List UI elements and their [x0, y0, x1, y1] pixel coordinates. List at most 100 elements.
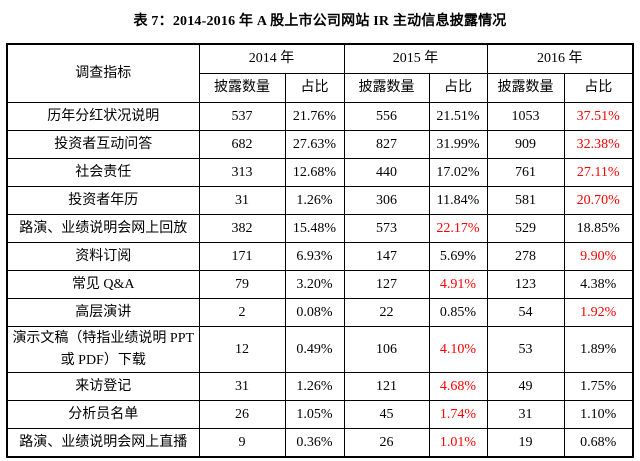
cell-2015-share: 1.74% — [428, 400, 488, 430]
row-label: 资料订阅 — [6, 242, 200, 271]
cell-2014-count: 382 — [198, 214, 286, 243]
table-row: 历年分红状况说明 537 21.76% 556 21.51% 1053 37.51% — [6, 102, 634, 131]
cell-2014-share: 27.63% — [284, 130, 345, 159]
row-label: 高层演讲 — [6, 298, 200, 327]
table-body: 历年分红状况说明 537 21.76% 556 21.51% 1053 37.51% 投资者互… — [6, 102, 634, 458]
cell-2015-count: 573 — [343, 214, 430, 243]
cell-2016-share: 9.90% — [563, 242, 634, 271]
cell-2016-count: 909 — [486, 130, 565, 159]
cell-2015-count: 26 — [343, 428, 430, 458]
cell-2014-count: 31 — [198, 186, 286, 215]
header-row-subcolumns: 披露数量 占比 披露数量 占比 披露数量 占比 — [7, 73, 634, 103]
cell-2015-share: 22.17% — [428, 214, 488, 243]
cell-2016-count: 54 — [486, 298, 565, 327]
cell-2015-count: 106 — [343, 325, 430, 374]
year-header-2014: 2014 年 — [198, 43, 345, 74]
cell-2015-share: 21.51% — [428, 102, 488, 131]
indicator-column-header: 调查指标 — [6, 43, 200, 103]
cell-2014-share: 0.08% — [284, 298, 345, 327]
cell-2014-share: 6.93% — [284, 242, 345, 271]
row-label: 路演、业绩说明会网上直播 — [6, 428, 200, 458]
header-row-years: 调查指标 2014 年 2015 年 2016 年 — [6, 43, 634, 103]
cell-2014-share: 1.26% — [284, 186, 345, 215]
table-row: 演示文稿（特指业绩说明 PPT 或 PDF）下载 12 0.49% 106 4.10% 5… — [6, 325, 634, 374]
row-label: 路演、业绩说明会网上回放 — [6, 214, 200, 243]
row-label: 分析员名单 — [6, 400, 200, 430]
cell-2016-count: 278 — [486, 242, 565, 271]
row-label: 来访登记 — [6, 372, 200, 402]
subheader-2015-share: 占比 — [428, 73, 488, 103]
cell-2016-count: 19 — [486, 428, 565, 458]
cell-2015-share: 4.10% — [428, 325, 488, 374]
cell-2015-count: 45 — [343, 400, 430, 430]
row-label: 社会责任 — [6, 158, 200, 187]
cell-2016-count: 581 — [486, 186, 565, 215]
cell-2016-count: 49 — [486, 372, 565, 402]
subheader-2014-count: 披露数量 — [198, 73, 286, 103]
cell-2016-count: 53 — [486, 325, 565, 374]
row-label: 演示文稿（特指业绩说明 PPT 或 PDF）下载 — [6, 325, 200, 374]
row-label: 投资者互动问答 — [6, 130, 200, 159]
row-label: 投资者年历 — [6, 186, 200, 215]
cell-2015-count: 827 — [343, 130, 430, 159]
cell-2015-share: 31.99% — [428, 130, 488, 159]
cell-2015-count: 147 — [343, 242, 430, 271]
table-row: 投资者年历 31 1.26% 306 11.84% 581 20.70% — [6, 186, 634, 215]
cell-2014-count: 313 — [198, 158, 286, 187]
table-row: 路演、业绩说明会网上直播 9 0.36% 26 1.01% 19 0.68% — [6, 428, 634, 458]
table-row: 常见 Q&A 79 3.20% 127 4.91% 123 4.38% — [6, 270, 634, 299]
cell-2016-share: 32.38% — [563, 130, 634, 159]
cell-2016-share: 18.85% — [563, 214, 634, 243]
cell-2015-count: 440 — [343, 158, 430, 187]
table-row: 资料订阅 171 6.93% 147 5.69% 278 9.90% — [6, 242, 634, 271]
cell-2014-count: 537 — [198, 102, 286, 131]
cell-2014-share: 1.05% — [284, 400, 345, 430]
cell-2014-count: 26 — [198, 400, 286, 430]
subheader-2016-share: 占比 — [563, 73, 634, 103]
cell-2014-count: 171 — [198, 242, 286, 271]
cell-2016-count: 1053 — [486, 102, 565, 131]
table-row: 来访登记 31 1.26% 121 4.68% 49 1.75% — [6, 372, 634, 402]
row-label: 常见 Q&A — [6, 270, 200, 299]
cell-2015-count: 127 — [343, 270, 430, 299]
cell-2014-share: 1.26% — [284, 372, 345, 402]
cell-2014-count: 12 — [198, 325, 286, 374]
table-row: 分析员名单 26 1.05% 45 1.74% 31 1.10% — [6, 400, 634, 430]
cell-2015-share: 17.02% — [428, 158, 488, 187]
table-row: 路演、业绩说明会网上回放 382 15.48% 573 22.17% 529 18.85% — [6, 214, 634, 243]
cell-2016-share: 37.51% — [563, 102, 634, 131]
cell-2015-share: 1.01% — [428, 428, 488, 458]
cell-2016-share: 1.10% — [563, 400, 634, 430]
subheader-2015-count: 披露数量 — [343, 73, 430, 103]
cell-2015-count: 121 — [343, 372, 430, 402]
year-header-2015: 2015 年 — [343, 43, 488, 74]
cell-2016-count: 123 — [486, 270, 565, 299]
cell-2015-count: 556 — [343, 102, 430, 131]
ir-disclosure-table: 调查指标 2014 年 2015 年 2016 年 披露数量 占比 披露数量 占… — [6, 43, 634, 459]
cell-2014-share: 3.20% — [284, 270, 345, 299]
cell-2014-share: 0.49% — [284, 325, 345, 374]
cell-2014-share: 0.36% — [284, 428, 345, 458]
cell-2014-count: 9 — [198, 428, 286, 458]
cell-2015-share: 4.91% — [428, 270, 488, 299]
cell-2016-share: 0.68% — [563, 428, 634, 458]
cell-2015-count: 306 — [343, 186, 430, 215]
cell-2016-count: 761 — [486, 158, 565, 187]
cell-2016-count: 529 — [486, 214, 565, 243]
cell-2015-share: 4.68% — [428, 372, 488, 402]
row-label: 历年分红状况说明 — [6, 102, 200, 131]
cell-2016-share: 1.89% — [563, 325, 634, 374]
cell-2016-share: 4.38% — [563, 270, 634, 299]
table-title: 表 7：2014-2016 年 A 股上市公司网站 IR 主动信息披露情况 — [133, 14, 507, 29]
subheader-2014-share: 占比 — [284, 73, 345, 103]
cell-2014-share: 12.68% — [284, 158, 345, 187]
cell-2015-share: 5.69% — [428, 242, 488, 271]
cell-2014-count: 2 — [198, 298, 286, 327]
cell-2016-share: 27.11% — [563, 158, 634, 187]
cell-2016-share: 1.75% — [563, 372, 634, 402]
table-row: 高层演讲 2 0.08% 22 0.85% 54 1.92% — [6, 298, 634, 327]
cell-2014-share: 21.76% — [284, 102, 345, 131]
subheader-2016-count: 披露数量 — [486, 73, 565, 103]
cell-2014-share: 15.48% — [284, 214, 345, 243]
